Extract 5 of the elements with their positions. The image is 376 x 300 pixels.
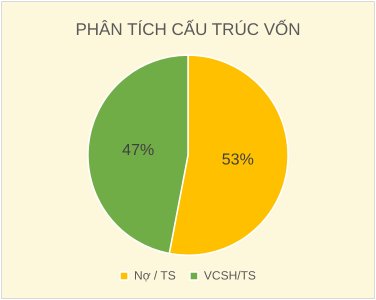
chart-title: PHÂN TÍCH CẤU TRÚC VỐN: [75, 18, 301, 39]
data-label: 47%: [122, 142, 154, 159]
legend-label: VCSH/TS: [204, 268, 256, 282]
data-label: 53%: [222, 151, 254, 168]
legend-label: Nợ / TS: [134, 268, 176, 282]
